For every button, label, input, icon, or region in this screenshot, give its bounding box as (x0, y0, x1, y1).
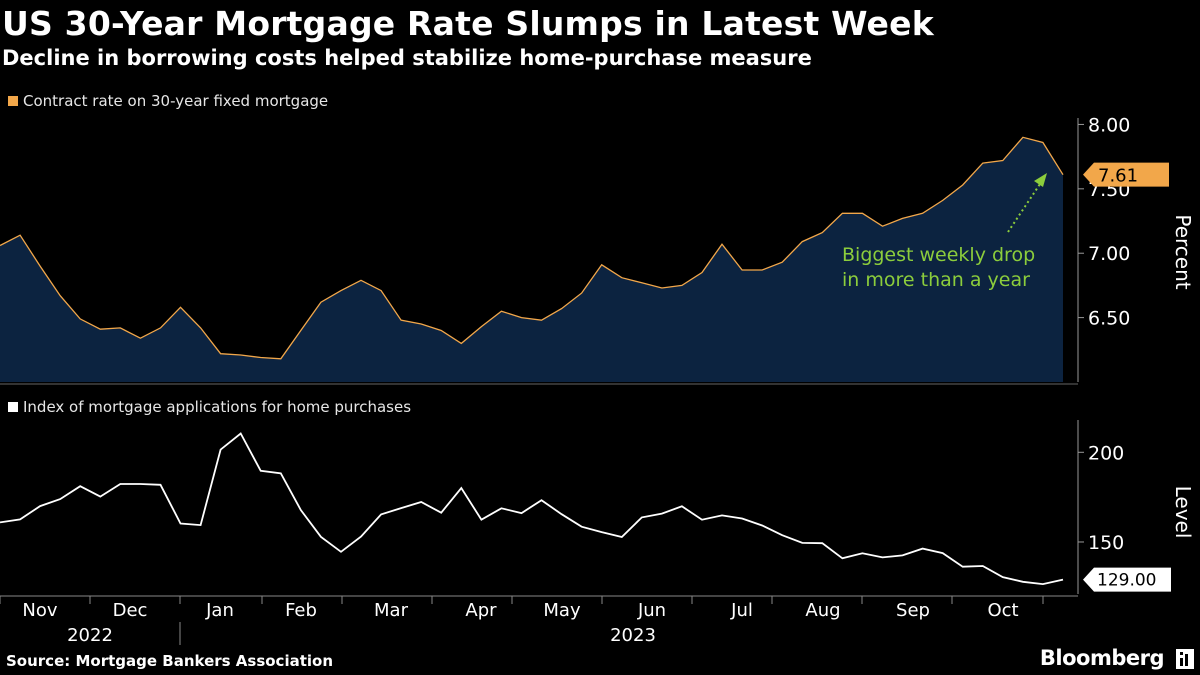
apps-last-value-label: 129.00 (1097, 571, 1156, 591)
legend-apps-swatch (8, 402, 18, 412)
rate-series-line (0, 136, 1064, 360)
chart-subtitle: Decline in borrowing costs helped stabil… (2, 46, 812, 70)
source-note: Source: Mortgage Bankers Association (6, 652, 334, 670)
legend-apps-label: Index of mortgage applications for home … (23, 398, 412, 416)
chart-title: US 30-Year Mortgage Rate Slumps in Lates… (2, 4, 934, 43)
apps-y-axis: 150 200 (1077, 420, 1124, 594)
apps-last-value-badge: 129.00 (1083, 567, 1171, 592)
x-month-label: Dec (113, 600, 148, 621)
x-month-label: Nov (22, 600, 57, 621)
legend-apps: Index of mortgage applications for home … (8, 398, 411, 416)
x-year-label: 2022 (67, 625, 113, 646)
annotation-arrow (1007, 180, 1043, 233)
apps-panel: 150 200 Level 129.00 (0, 420, 1195, 594)
x-month-label: Aug (805, 600, 840, 621)
annotation-line-2: in more than a year (842, 269, 1030, 291)
annotation-arrow-head (1034, 173, 1047, 187)
rate-last-value-label: 7.61 (1098, 166, 1138, 187)
rate-y-tick-label: 6.50 (1088, 308, 1130, 330)
rate-last-value-badge: 7.61 (1083, 162, 1169, 187)
apps-y-tick-label: 150 (1088, 532, 1124, 554)
rate-y-axis-label: Percent (1171, 214, 1195, 289)
apps-y-axis-label: Level (1171, 486, 1195, 539)
apps-y-tick-label: 200 (1088, 442, 1124, 464)
rate-area-fill (0, 137, 1063, 382)
x-month-label: May (543, 600, 581, 621)
apps-series-line (0, 432, 1064, 586)
x-month-label: Oct (987, 600, 1018, 621)
x-axis: Nov Dec Jan Feb Mar Apr May Jun Jul Aug Sep Oct 2022… (0, 595, 1078, 646)
x-month-label: Jul (730, 600, 753, 621)
x-month-label: Mar (374, 600, 409, 621)
annotation-line-1: Biggest weekly drop (842, 244, 1035, 266)
rate-y-axis: 6.507.007.508.00 (1077, 114, 1130, 382)
rate-panel: 6.507.007.508.00 Percent 7.61 Biggest we… (0, 114, 1195, 382)
x-month-label: Jan (205, 600, 234, 621)
brand-logo-text: Bloomberg (1039, 646, 1165, 670)
legend-rate-label: Contract rate on 30-year fixed mortgage (23, 92, 329, 110)
x-month-label: Feb (285, 600, 317, 621)
legend-rate: Contract rate on 30-year fixed mortgage (8, 92, 328, 110)
brand-mark-icon (1176, 649, 1194, 669)
x-year-label: 2023 (610, 625, 656, 646)
legend-rate-swatch (8, 96, 18, 106)
rate-y-tick-label: 7.00 (1088, 243, 1130, 265)
rate-y-tick-label: 8.00 (1088, 114, 1130, 136)
x-month-label: Sep (896, 600, 930, 621)
x-month-label: Jun (637, 600, 666, 621)
x-month-label: Apr (465, 600, 497, 621)
